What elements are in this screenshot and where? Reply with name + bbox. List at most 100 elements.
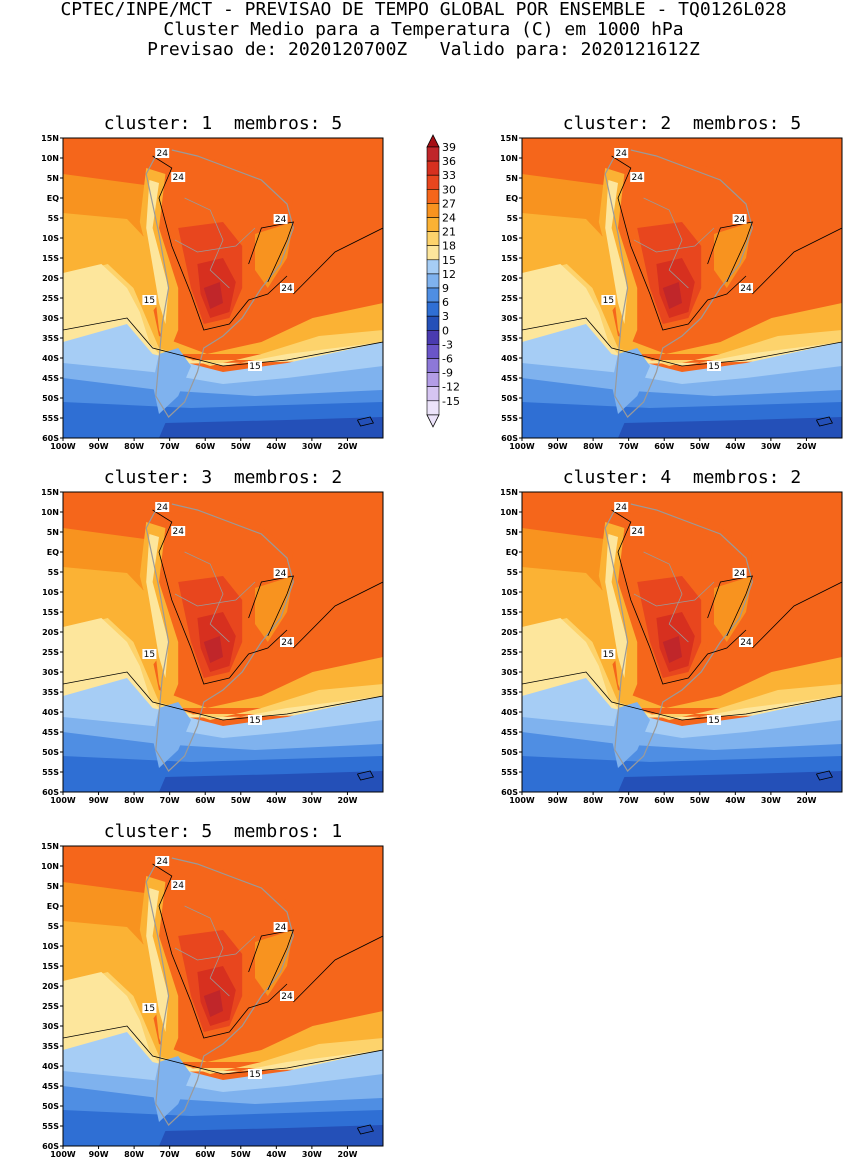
- lat-tick-label: 40S: [501, 708, 518, 717]
- panel-5-title: cluster: 5 membros: 1: [103, 821, 343, 842]
- lat-tick-label: 25S: [501, 294, 518, 303]
- lon-tick-label: 70W: [160, 442, 180, 451]
- lat-tick-label: 35S: [42, 334, 59, 343]
- contour-label-box: [171, 880, 186, 890]
- contour-label-box: [142, 295, 157, 305]
- lon-tick-label: 40W: [266, 796, 286, 805]
- contour-label: 24: [281, 992, 293, 1002]
- lat-tick-label: 10S: [42, 234, 59, 243]
- colorbar-swatch: [426, 372, 440, 388]
- contour-label: 15: [708, 716, 719, 726]
- header-subtitle: Cluster Medio para a Temperatura (C) em …: [163, 19, 684, 40]
- lat-tick-label: 55S: [42, 1122, 59, 1131]
- lon-tick-label: 90W: [548, 442, 568, 451]
- lon-tick-label: 100W: [509, 796, 535, 805]
- lat-tick-label: 45S: [501, 728, 518, 737]
- lon-tick-label: 40W: [266, 442, 286, 451]
- lat-tick-label: 60S: [42, 434, 59, 443]
- contour-label: 24: [172, 173, 184, 183]
- header-forecast-dates: Previsao de: 2020120700Z Valido para: 20…: [147, 39, 700, 60]
- lon-tick-label: 40W: [725, 796, 745, 805]
- colorbar-tick-label: 12: [442, 268, 456, 281]
- lon-tick-label: 50W: [231, 796, 251, 805]
- colorbar-swatch: [426, 301, 440, 317]
- contour-label-box: [630, 526, 645, 536]
- contour-label: 24: [631, 173, 643, 183]
- lat-tick-label: 50S: [42, 748, 59, 757]
- lon-tick-label: 20W: [337, 796, 357, 805]
- contour-label-box: [280, 637, 294, 647]
- lon-tick-label: 30W: [302, 442, 322, 451]
- colorbar-tick-label: -9: [442, 367, 453, 380]
- lat-tick-label: EQ: [506, 194, 518, 203]
- contour-label-box: [273, 214, 288, 224]
- lat-tick-label: 25S: [42, 1002, 59, 1011]
- lon-tick-label: 90W: [548, 796, 568, 805]
- contour-label: 24: [281, 284, 293, 294]
- lon-tick-label: 90W: [89, 442, 109, 451]
- colorbar-swatch: [426, 160, 440, 176]
- lat-tick-label: 60S: [42, 788, 59, 797]
- colorbar-swatch: [426, 203, 440, 218]
- colorbar-swatch: [426, 344, 440, 359]
- lon-tick-label: 20W: [796, 796, 816, 805]
- colorbar-swatch: [426, 146, 440, 162]
- lat-tick-label: 35S: [42, 688, 59, 697]
- colorbar-tick-label: 30: [442, 183, 456, 196]
- map-panel-4: 24 24 24 24 15 15 15N 10N 5N EQ 5S 10S 15S 20S 25S 30S 3…: [500, 488, 843, 805]
- contour-label-box: [273, 922, 288, 932]
- lon-tick-label: 50W: [231, 442, 251, 451]
- contour-label-box: [142, 1003, 157, 1013]
- lat-tick-label: 60S: [501, 788, 518, 797]
- contour-label: 15: [249, 716, 260, 726]
- colorbar-swatch: [426, 174, 440, 190]
- lat-tick-label: 25S: [42, 648, 59, 657]
- colorbar-tick-label: -6: [442, 353, 453, 366]
- colorbar-swatch: [426, 217, 440, 232]
- lat-tick-label: 30S: [42, 1022, 59, 1031]
- lon-tick-label: 60W: [195, 1150, 215, 1157]
- lat-tick-label: 50S: [42, 1102, 59, 1111]
- lon-tick-label: 60W: [195, 796, 215, 805]
- lat-tick-label: 50S: [501, 394, 518, 403]
- lat-tick-label: 10N: [500, 154, 518, 163]
- header-title: CPTEC/INPE/MCT - PREVISAO DE TEMPO GLOBA…: [60, 0, 787, 20]
- lat-tick-label: 10N: [500, 508, 518, 517]
- lat-tick-label: 5S: [48, 568, 60, 577]
- lon-tick-label: 90W: [89, 1150, 109, 1157]
- lat-tick-label: 45S: [42, 1082, 59, 1091]
- contour-label-box: [732, 214, 747, 224]
- lon-tick-label: 80W: [124, 796, 144, 805]
- lat-tick-label: 10N: [41, 508, 59, 517]
- colorbar-tick-label: 21: [442, 226, 456, 239]
- contour-label: 24: [275, 215, 287, 225]
- lon-tick-label: 100W: [50, 1150, 76, 1157]
- lat-tick-label: 15N: [41, 134, 59, 143]
- lat-tick-label: 35S: [501, 334, 518, 343]
- lat-tick-label: 10S: [42, 942, 59, 951]
- contour-label-box: [739, 283, 753, 293]
- map-frame: [62, 845, 384, 1147]
- contour-label-box: [248, 1069, 262, 1079]
- lat-tick-label: 40S: [42, 354, 59, 363]
- lat-tick-label: 30S: [42, 668, 59, 677]
- contour-label: 24: [615, 503, 627, 513]
- colorbar-swatch: [426, 259, 440, 275]
- colorbar-swatch: [426, 358, 440, 373]
- colorbar-tick-label: 36: [442, 155, 456, 168]
- colorbar-tick-label: 15: [442, 254, 456, 267]
- contour-label: 15: [144, 650, 155, 660]
- lon-tick-label: 30W: [302, 1150, 322, 1157]
- lat-tick-label: 20S: [42, 982, 59, 991]
- lon-tick-label: 60W: [654, 796, 674, 805]
- lat-tick-label: 15S: [501, 608, 518, 617]
- colorbar-tick-label: 33: [442, 169, 456, 182]
- contour-label-box: [630, 172, 645, 182]
- panel-1-title: cluster: 1 membros: 5: [103, 113, 343, 134]
- contour-label-box: [732, 568, 747, 578]
- lat-tick-label: 45S: [42, 374, 59, 383]
- lon-tick-label: 100W: [509, 442, 535, 451]
- lat-tick-label: 10S: [42, 588, 59, 597]
- lat-tick-label: 15S: [42, 962, 59, 971]
- colorbar-swatch: [426, 386, 440, 402]
